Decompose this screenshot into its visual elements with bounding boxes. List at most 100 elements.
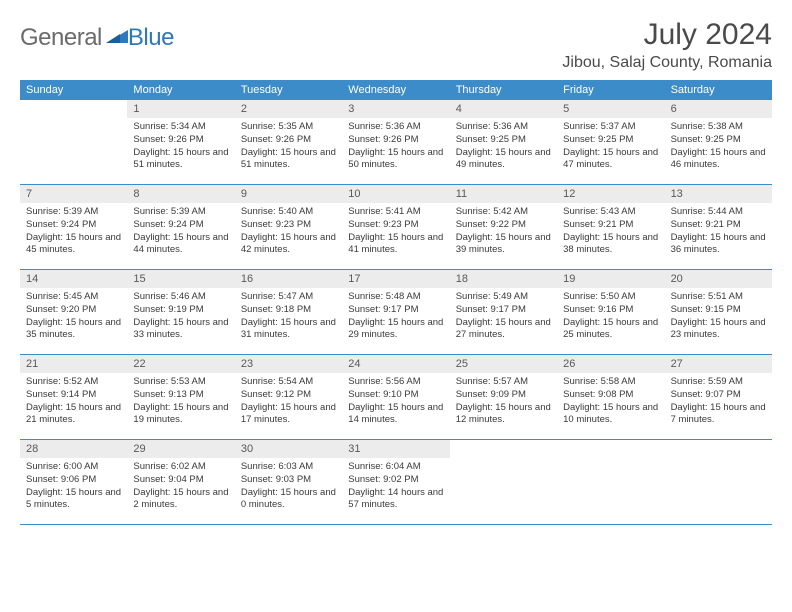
sunrise-text: Sunrise: 5:36 AM (456, 121, 551, 134)
daylight-text: Daylight: 15 hours and 38 minutes. (563, 232, 658, 258)
sunrise-text: Sunrise: 5:39 AM (133, 206, 228, 219)
calendar-cell: 14Sunrise: 5:45 AMSunset: 9:20 PMDayligh… (20, 270, 127, 354)
sunrise-text: Sunrise: 5:46 AM (133, 291, 228, 304)
day-headers-row: SundayMondayTuesdayWednesdayThursdayFrid… (20, 80, 772, 100)
daylight-text: Daylight: 15 hours and 5 minutes. (26, 487, 121, 513)
sunrise-text: Sunrise: 5:37 AM (563, 121, 658, 134)
date-number: 15 (127, 270, 234, 288)
day-detail: Sunrise: 5:52 AMSunset: 9:14 PMDaylight:… (20, 373, 127, 433)
sunset-text: Sunset: 9:26 PM (133, 134, 228, 147)
date-number: 7 (20, 185, 127, 203)
day-detail: Sunrise: 5:51 AMSunset: 9:15 PMDaylight:… (665, 288, 772, 348)
day-detail: Sunrise: 5:54 AMSunset: 9:12 PMDaylight:… (235, 373, 342, 433)
date-number: 10 (342, 185, 449, 203)
date-number: 12 (557, 185, 664, 203)
calendar-cell: 1Sunrise: 5:34 AMSunset: 9:26 PMDaylight… (127, 100, 234, 184)
sunset-text: Sunset: 9:26 PM (348, 134, 443, 147)
day-detail: Sunrise: 5:43 AMSunset: 9:21 PMDaylight:… (557, 203, 664, 263)
daylight-text: Daylight: 15 hours and 46 minutes. (671, 147, 766, 173)
daylight-text: Daylight: 15 hours and 21 minutes. (26, 402, 121, 428)
day-detail: Sunrise: 6:02 AMSunset: 9:04 PMDaylight:… (127, 458, 234, 518)
date-number: 28 (20, 440, 127, 458)
sunset-text: Sunset: 9:09 PM (456, 389, 551, 402)
daylight-text: Daylight: 15 hours and 10 minutes. (563, 402, 658, 428)
calendar-cell: 2Sunrise: 5:35 AMSunset: 9:26 PMDaylight… (235, 100, 342, 184)
day-header: Thursday (450, 80, 557, 100)
sunrise-text: Sunrise: 5:51 AM (671, 291, 766, 304)
daylight-text: Daylight: 14 hours and 57 minutes. (348, 487, 443, 513)
daylight-text: Daylight: 15 hours and 36 minutes. (671, 232, 766, 258)
daylight-text: Daylight: 15 hours and 33 minutes. (133, 317, 228, 343)
logo-text-blue: Blue (128, 24, 174, 52)
calendar-cell: 26Sunrise: 5:58 AMSunset: 9:08 PMDayligh… (557, 355, 664, 439)
sunrise-text: Sunrise: 5:40 AM (241, 206, 336, 219)
day-detail: Sunrise: 6:04 AMSunset: 9:02 PMDaylight:… (342, 458, 449, 518)
sunset-text: Sunset: 9:24 PM (133, 219, 228, 232)
date-number: 29 (127, 440, 234, 458)
calendar-cell: 3Sunrise: 5:36 AMSunset: 9:26 PMDaylight… (342, 100, 449, 184)
sunset-text: Sunset: 9:25 PM (671, 134, 766, 147)
sunrise-text: Sunrise: 5:44 AM (671, 206, 766, 219)
day-header: Tuesday (235, 80, 342, 100)
sunset-text: Sunset: 9:12 PM (241, 389, 336, 402)
sunrise-text: Sunrise: 5:34 AM (133, 121, 228, 134)
daylight-text: Daylight: 15 hours and 7 minutes. (671, 402, 766, 428)
sunset-text: Sunset: 9:23 PM (241, 219, 336, 232)
sunrise-text: Sunrise: 6:03 AM (241, 461, 336, 474)
calendar-week: 7Sunrise: 5:39 AMSunset: 9:24 PMDaylight… (20, 185, 772, 270)
calendar-cell: 22Sunrise: 5:53 AMSunset: 9:13 PMDayligh… (127, 355, 234, 439)
sunset-text: Sunset: 9:08 PM (563, 389, 658, 402)
daylight-text: Daylight: 15 hours and 44 minutes. (133, 232, 228, 258)
calendar-cell: 17Sunrise: 5:48 AMSunset: 9:17 PMDayligh… (342, 270, 449, 354)
sunrise-text: Sunrise: 5:35 AM (241, 121, 336, 134)
date-number: 30 (235, 440, 342, 458)
date-number: 21 (20, 355, 127, 373)
date-number: 19 (557, 270, 664, 288)
daylight-text: Daylight: 15 hours and 49 minutes. (456, 147, 551, 173)
sunset-text: Sunset: 9:03 PM (241, 474, 336, 487)
calendar-cell: 5Sunrise: 5:37 AMSunset: 9:25 PMDaylight… (557, 100, 664, 184)
day-header: Sunday (20, 80, 127, 100)
calendar-cell: 12Sunrise: 5:43 AMSunset: 9:21 PMDayligh… (557, 185, 664, 269)
calendar-week: 14Sunrise: 5:45 AMSunset: 9:20 PMDayligh… (20, 270, 772, 355)
calendar-cell: 11Sunrise: 5:42 AMSunset: 9:22 PMDayligh… (450, 185, 557, 269)
date-number: 31 (342, 440, 449, 458)
day-detail: Sunrise: 5:50 AMSunset: 9:16 PMDaylight:… (557, 288, 664, 348)
location-subtitle: Jibou, Salaj County, Romania (562, 54, 772, 72)
sunrise-text: Sunrise: 5:58 AM (563, 376, 658, 389)
date-number: 25 (450, 355, 557, 373)
calendar: SundayMondayTuesdayWednesdayThursdayFrid… (20, 80, 772, 525)
sunset-text: Sunset: 9:15 PM (671, 304, 766, 317)
calendar-week: 21Sunrise: 5:52 AMSunset: 9:14 PMDayligh… (20, 355, 772, 440)
daylight-text: Daylight: 15 hours and 42 minutes. (241, 232, 336, 258)
day-detail: Sunrise: 5:53 AMSunset: 9:13 PMDaylight:… (127, 373, 234, 433)
day-detail: Sunrise: 5:39 AMSunset: 9:24 PMDaylight:… (20, 203, 127, 263)
calendar-week: 28Sunrise: 6:00 AMSunset: 9:06 PMDayligh… (20, 440, 772, 525)
calendar-cell: 28Sunrise: 6:00 AMSunset: 9:06 PMDayligh… (20, 440, 127, 524)
day-detail: Sunrise: 5:49 AMSunset: 9:17 PMDaylight:… (450, 288, 557, 348)
sunset-text: Sunset: 9:07 PM (671, 389, 766, 402)
sunrise-text: Sunrise: 5:54 AM (241, 376, 336, 389)
day-header: Wednesday (342, 80, 449, 100)
sunset-text: Sunset: 9:18 PM (241, 304, 336, 317)
day-detail: Sunrise: 5:40 AMSunset: 9:23 PMDaylight:… (235, 203, 342, 263)
sunset-text: Sunset: 9:21 PM (563, 219, 658, 232)
daylight-text: Daylight: 15 hours and 51 minutes. (133, 147, 228, 173)
day-header: Monday (127, 80, 234, 100)
sunrise-text: Sunrise: 5:42 AM (456, 206, 551, 219)
day-detail: Sunrise: 5:39 AMSunset: 9:24 PMDaylight:… (127, 203, 234, 263)
day-detail: Sunrise: 5:38 AMSunset: 9:25 PMDaylight:… (665, 118, 772, 178)
date-number: 2 (235, 100, 342, 118)
sunset-text: Sunset: 9:16 PM (563, 304, 658, 317)
daylight-text: Daylight: 15 hours and 31 minutes. (241, 317, 336, 343)
day-header: Saturday (665, 80, 772, 100)
day-detail: Sunrise: 5:58 AMSunset: 9:08 PMDaylight:… (557, 373, 664, 433)
date-number: 26 (557, 355, 664, 373)
calendar-cell: 25Sunrise: 5:57 AMSunset: 9:09 PMDayligh… (450, 355, 557, 439)
logo-text-general: General (20, 24, 102, 52)
calendar-cell: 29Sunrise: 6:02 AMSunset: 9:04 PMDayligh… (127, 440, 234, 524)
sunset-text: Sunset: 9:22 PM (456, 219, 551, 232)
sunrise-text: Sunrise: 5:45 AM (26, 291, 121, 304)
daylight-text: Daylight: 15 hours and 23 minutes. (671, 317, 766, 343)
day-detail: Sunrise: 6:03 AMSunset: 9:03 PMDaylight:… (235, 458, 342, 518)
